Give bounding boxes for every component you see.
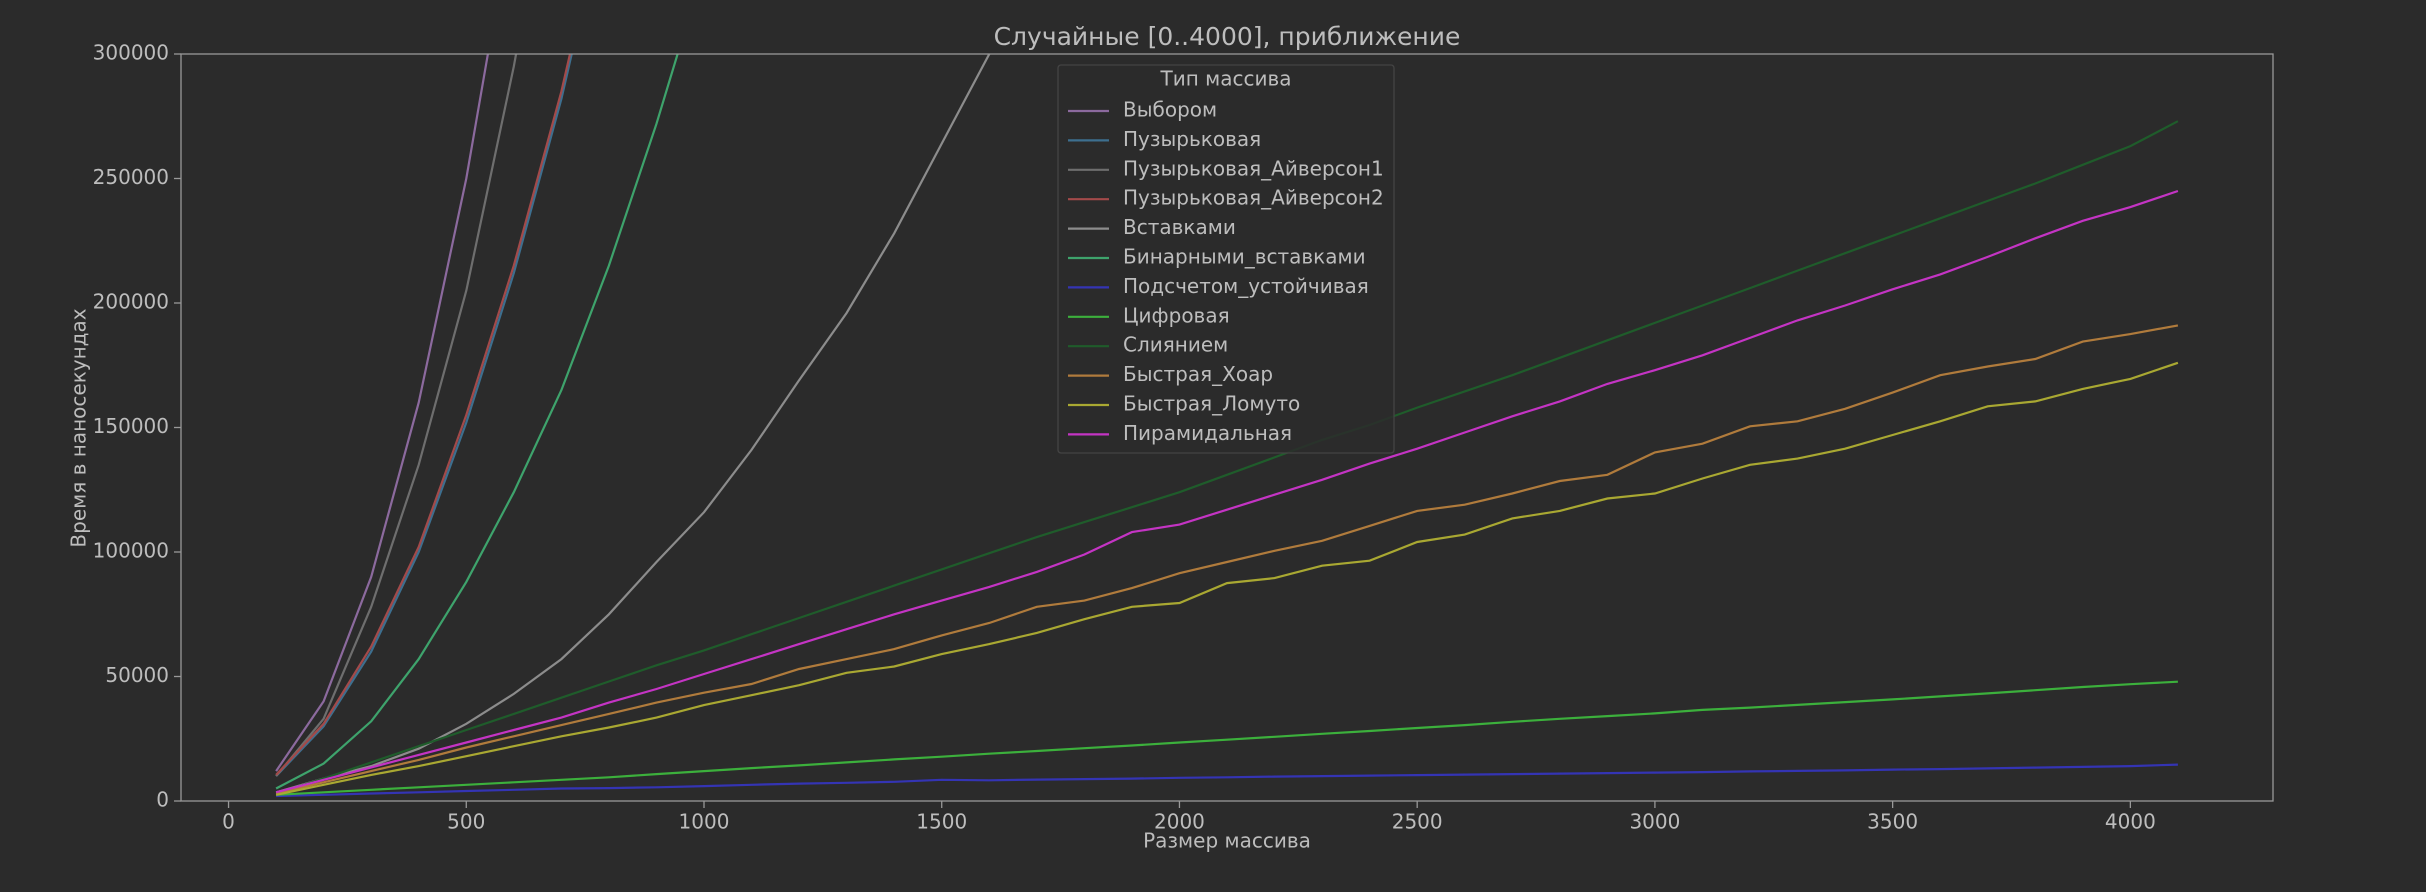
x-axis-label: Размер массива [1143, 829, 1311, 853]
series-line [276, 763, 2178, 798]
x-tick-label: 1500 [916, 810, 967, 834]
y-tick-label: 150000 [93, 414, 169, 438]
y-tick-label: 0 [156, 788, 169, 812]
legend: Тип массива Выбором Пузырьковая Пузырьковая… [1057, 64, 1395, 454]
legend-title: Тип массива [1159, 67, 1291, 91]
series-line [276, 680, 2178, 796]
chart-title: Случайные [0..4000], приближение [994, 22, 1461, 51]
legend-label: Бинарными_вставками [1123, 245, 1366, 269]
plot-lines [275, 54, 2179, 798]
series-line [275, 54, 991, 794]
legend-label: Вставками [1123, 215, 1236, 239]
series-line [275, 361, 2179, 796]
legend-label: Подсчетом_устойчивая [1123, 274, 1369, 298]
legend-label: Пузырьковая_Айверсон2 [1123, 186, 1384, 210]
legend-box [1057, 64, 1395, 454]
x-tick-label: 4000 [2105, 810, 2156, 834]
x-tick-label: 2000 [1154, 810, 1205, 834]
series-line [275, 324, 2179, 795]
x-tick-label: 500 [447, 810, 485, 834]
y-tick-label: 300000 [93, 41, 169, 65]
legend-label: Пузырьковая_Айверсон1 [1123, 156, 1384, 180]
y-tick-label: 50000 [105, 663, 169, 687]
legend-label: Пузырьковая [1123, 127, 1261, 151]
series-line [275, 54, 572, 776]
legend-label: Быстрая_Хоар [1123, 362, 1273, 386]
legend-label: Выбором [1123, 98, 1217, 122]
x-tick-label: 3500 [1867, 810, 1918, 834]
series-line [275, 120, 2179, 795]
y-axis-label: Время в наносекундах [67, 308, 91, 547]
legend-label: Слиянием [1123, 333, 1228, 357]
y-tick-label: 100000 [93, 539, 169, 563]
series-line [275, 54, 518, 777]
y-tick-label: 250000 [93, 165, 169, 189]
series-line [275, 54, 490, 772]
x-tick-label: 1000 [679, 810, 730, 834]
x-tick-label: 0 [222, 810, 235, 834]
series-line [275, 54, 573, 777]
plot-frame [180, 53, 2274, 802]
series-line [275, 189, 2179, 794]
x-tick-label: 3000 [1629, 810, 1680, 834]
legend-label: Цифровая [1123, 303, 1230, 327]
legend-label: Быстрая_Ломуто [1123, 392, 1300, 416]
series-line [275, 54, 679, 790]
legend-label: Пирамидальная [1123, 421, 1292, 445]
x-tick-label: 2500 [1392, 810, 1443, 834]
y-tick-label: 200000 [93, 290, 169, 314]
